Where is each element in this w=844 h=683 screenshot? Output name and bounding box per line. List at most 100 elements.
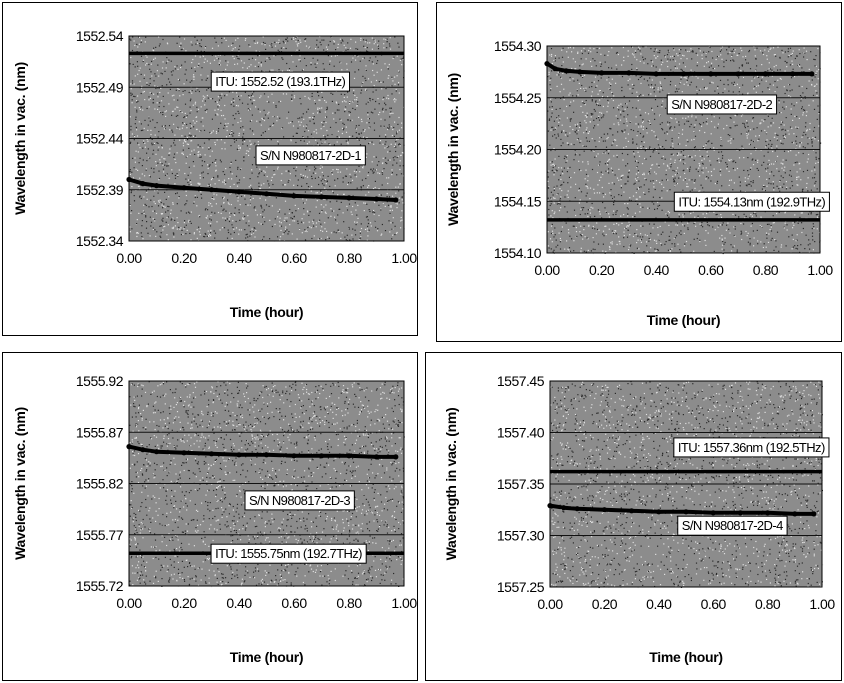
texture-dot [807,158,809,160]
texture-dot [321,211,323,213]
texture-dot [656,248,658,251]
texture-dot [177,175,179,177]
texture-dot [627,55,629,57]
texture-dot [812,223,814,225]
texture-dot [721,248,723,250]
texture-dot [622,159,624,161]
texture-dot [282,40,284,42]
texture-dot [661,197,663,199]
texture-dot [555,169,557,171]
texture-dot [699,223,701,225]
texture-dot [585,195,587,197]
texture-dot [390,143,392,145]
texture-dot [242,140,244,142]
texture-dot [322,63,324,65]
texture-dot [360,236,362,238]
texture-dot [373,74,375,76]
texture-dot [613,210,615,212]
texture-dot [671,153,674,155]
texture-dot [816,70,818,72]
texture-dot [669,127,671,129]
texture-dot [632,142,634,144]
texture-dot [635,116,637,118]
texture-dot [288,212,290,214]
texture-dot [720,145,722,147]
texture-dot [312,118,314,120]
texture-dot [731,55,733,57]
texture-dot [336,109,338,111]
texture-dot [721,185,723,187]
texture-dot [157,64,159,66]
texture-dot [587,161,589,163]
texture-dot [551,108,553,110]
texture-dot [255,50,257,52]
texture-dot [604,163,606,165]
texture-dot [720,214,722,216]
texture-dot [815,72,817,74]
texture-dot [135,223,138,225]
texture-dot [348,114,350,116]
texture-dot [129,231,131,233]
texture-dot [797,222,799,224]
texture-dot [571,238,573,240]
texture-dot [655,173,657,175]
texture-dot [602,243,604,245]
texture-dot [616,243,618,246]
texture-dot [637,239,639,241]
texture-dot [749,129,752,131]
texture-dot [690,51,692,53]
texture-dot [224,124,226,127]
texture-dot [585,183,587,185]
texture-dot [786,66,788,68]
texture-dot [783,169,785,171]
texture-dot [198,63,200,65]
texture-dot [343,193,345,195]
texture-dot [296,49,298,51]
texture-dot [642,136,644,138]
texture-dot [390,126,392,128]
texture-dot [365,65,367,67]
texture-dot [242,218,244,220]
texture-dot [653,239,656,241]
texture-dot [290,138,292,140]
texture-dot [225,60,227,62]
texture-dot [329,60,331,62]
texture-dot [392,222,394,224]
texture-dot [611,230,613,232]
texture-dot [190,140,192,142]
texture-dot [378,40,380,42]
texture-dot [233,58,235,60]
texture-dot [365,194,367,196]
texture-dot [383,168,385,170]
texture-dot [778,250,780,252]
texture-dot [328,143,330,145]
texture-dot [263,170,265,172]
texture-dot [773,222,775,224]
texture-dot [171,172,173,175]
texture-dot [591,91,593,93]
texture-dot [154,219,156,221]
texture-dot [337,169,339,171]
texture-dot [352,101,354,103]
texture-dot [616,222,618,225]
texture-dot [643,78,645,80]
texture-dot [281,128,283,130]
texture-dot [397,186,399,188]
texture-dot [739,185,741,187]
texture-dot [611,97,613,99]
texture-dot [806,59,808,61]
texture-dot [211,211,213,213]
texture-dot [813,85,815,87]
texture-dot [727,222,729,224]
texture-dot [770,226,772,228]
texture-dot [628,169,630,171]
texture-dot [395,146,397,148]
texture-dot [611,93,614,95]
texture-dot [327,134,329,136]
texture-dot [201,160,203,162]
texture-dot [136,129,138,131]
texture-dot [811,232,814,234]
texture-dot [259,197,261,199]
texture-dot [194,135,196,137]
texture-dot [318,183,320,186]
